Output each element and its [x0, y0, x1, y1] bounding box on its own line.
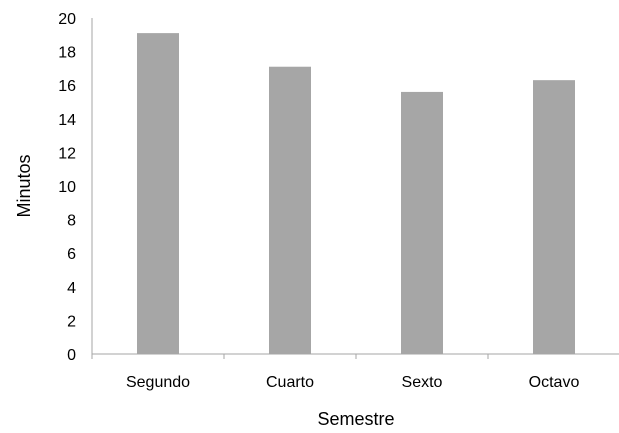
- bar-sexto: [401, 91, 443, 355]
- x-axis-ticks: [91, 354, 489, 359]
- y-tick-label: 18: [58, 45, 76, 62]
- y-tick-label: 20: [58, 11, 76, 28]
- x-category-label: Octavo: [529, 374, 580, 391]
- y-tick-label: 6: [67, 246, 76, 263]
- x-category-label: Sexto: [402, 374, 443, 391]
- x-axis-category-labels: Segundo Cuarto Sexto Octavo: [126, 374, 579, 391]
- y-tick-label: 0: [67, 347, 76, 364]
- y-tick-label: 4: [67, 280, 76, 297]
- y-tick-label: 8: [67, 213, 76, 230]
- bars-group: [137, 33, 575, 355]
- bar-octavo: [533, 80, 575, 354]
- y-tick-label: 16: [58, 78, 76, 95]
- bar-segundo: [137, 33, 179, 355]
- y-tick-label: 12: [58, 145, 76, 162]
- x-category-label: Cuarto: [266, 374, 314, 391]
- y-axis-title: Minutos: [14, 154, 34, 217]
- y-axis-ticks: 0 2 4 6 8 10 12 14 16 18 20: [58, 11, 76, 364]
- y-tick-label: 14: [58, 112, 76, 129]
- x-axis-title: Semestre: [317, 409, 394, 429]
- y-tick-label: 2: [67, 313, 76, 330]
- y-tick-label: 10: [58, 179, 76, 196]
- bar-cuarto: [269, 66, 311, 354]
- x-category-label: Segundo: [126, 374, 190, 391]
